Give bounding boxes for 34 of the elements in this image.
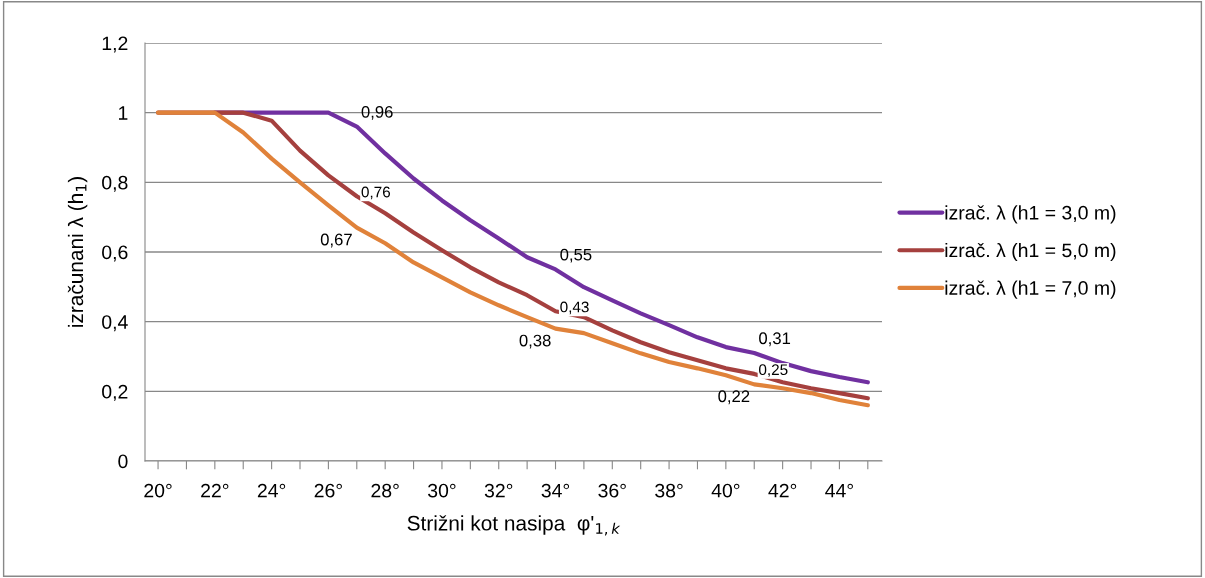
data-label: 0,43 bbox=[560, 301, 589, 315]
x-tick-label: 42° bbox=[768, 483, 797, 498]
data-label: 0,25 bbox=[759, 364, 788, 377]
y-tick-label: 0,4 bbox=[102, 315, 128, 332]
x-tick-label: 36° bbox=[598, 483, 626, 498]
x-tick-label: 24° bbox=[257, 483, 286, 498]
y-tick-label: 0 bbox=[118, 454, 128, 469]
x-tick-label: 28° bbox=[371, 483, 399, 498]
x-tick-label: 44° bbox=[825, 483, 853, 498]
y-tick-label: 1 bbox=[119, 106, 128, 120]
data-label: 0,22 bbox=[718, 390, 750, 405]
data-label: 0,96 bbox=[361, 105, 393, 120]
x-tick-label: 38° bbox=[655, 483, 683, 498]
y-tick-label: 0,2 bbox=[102, 384, 128, 401]
data-label: 0,67 bbox=[320, 233, 352, 248]
x-tick-label: 20° bbox=[144, 483, 172, 498]
x-tick-label: 32° bbox=[484, 483, 513, 498]
x-tick-label: 22° bbox=[201, 483, 229, 498]
y-tick-label: 0,8 bbox=[102, 175, 128, 192]
legend-label: izrač. λ (h1 = 7,0 m) bbox=[945, 280, 1116, 299]
data-label: 0,76 bbox=[361, 186, 391, 200]
x-tick-label: 40° bbox=[711, 483, 740, 498]
x-tick-label: 34° bbox=[541, 483, 570, 498]
legend-label: izrač. λ (h1 = 3,0 m) bbox=[945, 205, 1116, 224]
data-label: 0,55 bbox=[560, 248, 592, 263]
x-axis-title: Strižni kot nasipa φ'$_{1,k}$ bbox=[407, 515, 621, 536]
data-label: 0,31 bbox=[759, 332, 791, 347]
y-tick-label: 1,2 bbox=[102, 36, 128, 53]
legend-label: izrač. λ (h1 = 5,0 m) bbox=[945, 242, 1116, 262]
y-axis-title: izračunani λ (h$_{1}$) bbox=[67, 177, 88, 327]
x-tick-label: 30° bbox=[428, 483, 456, 498]
data-label: 0,38 bbox=[519, 334, 551, 349]
y-tick-label: 0,6 bbox=[102, 245, 128, 262]
x-tick-label: 26° bbox=[314, 483, 342, 498]
